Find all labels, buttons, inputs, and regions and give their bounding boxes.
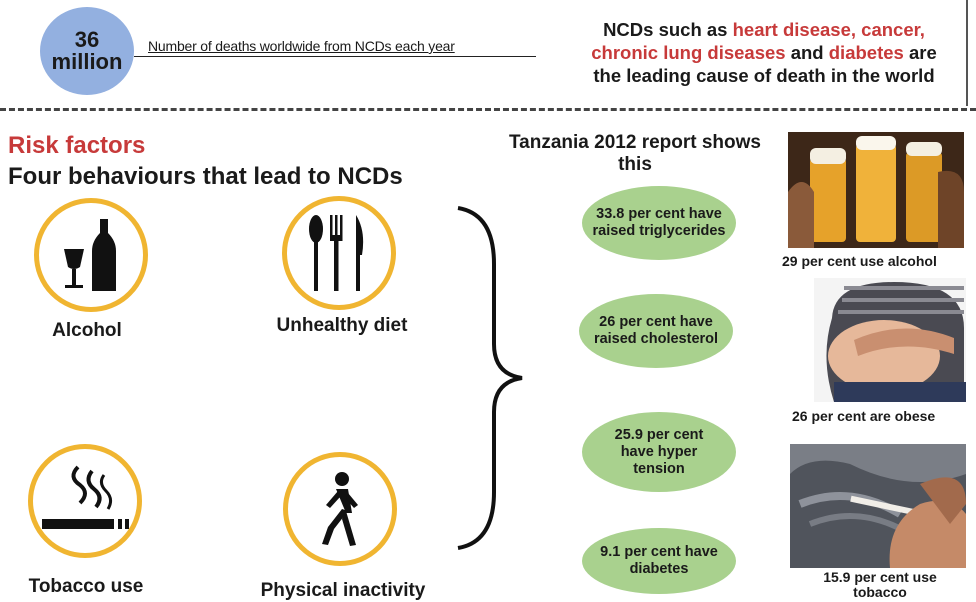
beer-photo-art xyxy=(788,132,964,248)
ncd-are: are xyxy=(903,42,937,63)
report-heading-line2: this xyxy=(618,154,652,175)
ncd-statement: NCDs such as heart disease, cancer, chro… xyxy=(560,18,968,87)
alcohol-ring xyxy=(34,198,148,312)
curly-brace xyxy=(457,206,523,550)
risk-label-alcohol: Alcohol xyxy=(52,320,122,341)
caption-alcohol: 29 per cent use alcohol xyxy=(782,253,937,269)
risk-label-diet: Unhealthy diet xyxy=(276,315,408,336)
ncd-diabetes: diabetes xyxy=(828,42,904,63)
stat-unit: million xyxy=(51,49,123,74)
header-right-border xyxy=(966,0,968,106)
ncd-intro: NCDs such as xyxy=(603,19,733,40)
ncd-lung: chronic lung diseases xyxy=(591,42,786,63)
stat-divider-line xyxy=(134,56,536,57)
report-heading-line1: Tanzania 2012 report shows xyxy=(508,132,761,153)
risk-subtitle: Four behaviours that lead to NCDs xyxy=(8,163,403,190)
beer-glasses-photo xyxy=(788,132,964,248)
report-stat-triglycerides: 33.8 per cent have raised triglycerides xyxy=(582,186,736,260)
report-stat-cholesterol: 26 per cent have raised cholesterol xyxy=(579,294,733,368)
stat-description: Number of deaths worldwide from NCDs eac… xyxy=(148,38,455,54)
inactivity-ring xyxy=(283,452,397,566)
obese-belly-photo xyxy=(814,278,966,402)
diet-ring xyxy=(282,196,396,310)
stat-circle: 36 million xyxy=(40,7,134,95)
report-heading: Tanzania 2012 report shows this xyxy=(470,132,800,176)
section-divider xyxy=(0,108,976,111)
obese-photo-art xyxy=(814,278,966,402)
report-stat-diabetes: 9.1 per cent have diabetes xyxy=(582,528,736,594)
ncd-heart: heart disease, cancer, xyxy=(732,19,925,40)
tobacco-ring xyxy=(28,444,142,558)
cigarette-icon xyxy=(42,465,129,529)
smoking-hand-photo xyxy=(790,444,966,568)
report-stat-hypertension: 25.9 per cent have hyper tension xyxy=(582,412,736,492)
caption-tobacco: 15.9 per cent use tobacco xyxy=(823,569,937,600)
risk-label-inactivity: Physical inactivity xyxy=(260,580,426,601)
risk-title: Risk factors xyxy=(8,132,146,159)
stat-number: 36 xyxy=(74,27,100,52)
smoking-photo-art xyxy=(790,444,966,568)
risk-label-tobacco: Tobacco use xyxy=(28,576,144,597)
ncd-and: and xyxy=(785,42,829,63)
caption-obese: 26 per cent are obese xyxy=(792,408,936,424)
walking-person-icon xyxy=(322,472,358,546)
cutlery-icon xyxy=(309,215,364,291)
alcohol-icon xyxy=(64,219,116,291)
ncd-tail: the leading cause of death in the world xyxy=(593,65,935,86)
